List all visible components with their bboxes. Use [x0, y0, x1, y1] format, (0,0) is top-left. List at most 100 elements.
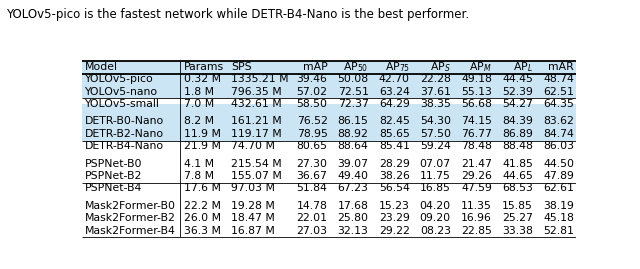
Text: 39.07: 39.07	[337, 159, 369, 169]
Text: 52.81: 52.81	[543, 225, 574, 236]
Text: AP$_S$: AP$_S$	[430, 60, 451, 74]
Text: 85.65: 85.65	[379, 129, 410, 139]
Text: 4.1 M: 4.1 M	[184, 159, 214, 169]
Text: 37.61: 37.61	[420, 87, 451, 97]
Text: 28.29: 28.29	[379, 159, 410, 169]
Text: Mask2Former-B4: Mask2Former-B4	[84, 225, 175, 236]
Text: 88.92: 88.92	[338, 129, 369, 139]
Text: 49.40: 49.40	[337, 171, 369, 181]
Text: 29.26: 29.26	[461, 171, 492, 181]
Text: 85.41: 85.41	[379, 141, 410, 151]
Text: 1335.21 M: 1335.21 M	[231, 74, 289, 84]
Text: 84.74: 84.74	[543, 129, 574, 139]
Text: 11.75: 11.75	[420, 171, 451, 181]
Text: 38.26: 38.26	[379, 171, 410, 181]
Text: 39.46: 39.46	[296, 74, 328, 84]
Text: 68.53: 68.53	[502, 183, 533, 193]
Text: 47.89: 47.89	[543, 171, 574, 181]
Text: 78.95: 78.95	[296, 129, 328, 139]
Text: 45.18: 45.18	[543, 213, 574, 223]
Text: 64.35: 64.35	[543, 99, 574, 109]
Bar	[83, 61, 575, 74]
Text: 76.52: 76.52	[296, 116, 328, 126]
Text: 1.8 M: 1.8 M	[184, 87, 214, 97]
Text: 155.07 M: 155.07 M	[231, 171, 282, 181]
Text: 97.03 M: 97.03 M	[231, 183, 275, 193]
Text: 83.62: 83.62	[543, 116, 574, 126]
Text: AP$_M$: AP$_M$	[469, 60, 492, 74]
Text: 49.18: 49.18	[461, 74, 492, 84]
Text: 44.45: 44.45	[502, 74, 533, 84]
Text: 18.47 M: 18.47 M	[231, 213, 275, 223]
Text: 32.13: 32.13	[338, 225, 369, 236]
Text: 23.29: 23.29	[379, 213, 410, 223]
Text: 74.70 M: 74.70 M	[231, 141, 275, 151]
Text: 50.08: 50.08	[337, 74, 369, 84]
Text: 67.23: 67.23	[338, 183, 369, 193]
Text: 44.50: 44.50	[543, 159, 574, 169]
Text: 64.29: 64.29	[379, 99, 410, 109]
Text: 22.28: 22.28	[420, 74, 451, 84]
Text: 25.27: 25.27	[502, 213, 533, 223]
Text: 15.23: 15.23	[379, 201, 410, 211]
Text: YOLOv5-small: YOLOv5-small	[84, 99, 159, 109]
Text: 16.85: 16.85	[420, 183, 451, 193]
Text: 27.30: 27.30	[296, 159, 328, 169]
Text: 22.85: 22.85	[461, 225, 492, 236]
Text: mAP: mAP	[303, 62, 328, 72]
Text: 86.15: 86.15	[338, 116, 369, 126]
Text: mAR: mAR	[548, 62, 574, 72]
Text: 27.03: 27.03	[296, 225, 328, 236]
Text: 56.68: 56.68	[461, 99, 492, 109]
Text: 72.37: 72.37	[338, 99, 369, 109]
Text: 8.2 M: 8.2 M	[184, 116, 214, 126]
Text: 25.80: 25.80	[337, 213, 369, 223]
Text: 19.28 M: 19.28 M	[231, 201, 275, 211]
Text: 86.89: 86.89	[502, 129, 533, 139]
Text: 29.22: 29.22	[379, 225, 410, 236]
Text: 42.70: 42.70	[379, 74, 410, 84]
Text: 33.38: 33.38	[502, 225, 533, 236]
Text: AP$_{50}$: AP$_{50}$	[343, 60, 369, 74]
Text: 07.07: 07.07	[420, 159, 451, 169]
Text: 62.61: 62.61	[543, 183, 574, 193]
Text: 47.59: 47.59	[461, 183, 492, 193]
Text: 62.51: 62.51	[543, 87, 574, 97]
Text: SPS: SPS	[231, 62, 252, 72]
Text: 88.48: 88.48	[502, 141, 533, 151]
Text: 54.30: 54.30	[420, 116, 451, 126]
Bar	[83, 104, 575, 116]
Text: 26.0 M: 26.0 M	[184, 213, 221, 223]
Bar	[83, 128, 575, 140]
Text: 51.84: 51.84	[296, 183, 328, 193]
Text: Mask2Former-B2: Mask2Former-B2	[84, 213, 175, 223]
Text: 57.02: 57.02	[296, 87, 328, 97]
Text: Mask2Former-B0: Mask2Former-B0	[84, 201, 175, 211]
Text: 119.17 M: 119.17 M	[231, 129, 282, 139]
Text: 22.2 M: 22.2 M	[184, 201, 221, 211]
Text: 7.8 M: 7.8 M	[184, 171, 214, 181]
Text: 08.23: 08.23	[420, 225, 451, 236]
Text: 161.21 M: 161.21 M	[231, 116, 282, 126]
Text: 48.74: 48.74	[543, 74, 574, 84]
Text: Model: Model	[84, 62, 118, 72]
Text: 44.65: 44.65	[502, 171, 533, 181]
Text: 86.03: 86.03	[543, 141, 574, 151]
Text: Params: Params	[184, 62, 225, 72]
Text: 54.27: 54.27	[502, 99, 533, 109]
Text: 796.35 M: 796.35 M	[231, 87, 282, 97]
Text: YOLOv5-nano: YOLOv5-nano	[84, 87, 157, 97]
Text: 36.3 M: 36.3 M	[184, 225, 221, 236]
Text: 22.01: 22.01	[296, 213, 328, 223]
Text: 88.64: 88.64	[338, 141, 369, 151]
Text: DETR-B0-Nano: DETR-B0-Nano	[84, 116, 164, 126]
Text: 57.50: 57.50	[420, 129, 451, 139]
Text: 84.39: 84.39	[502, 116, 533, 126]
Text: 72.51: 72.51	[338, 87, 369, 97]
Text: 17.68: 17.68	[338, 201, 369, 211]
Text: 04.20: 04.20	[420, 201, 451, 211]
Text: DETR-B2-Nano: DETR-B2-Nano	[84, 129, 164, 139]
Text: 11.35: 11.35	[461, 201, 492, 211]
Text: 55.13: 55.13	[461, 87, 492, 97]
Text: 16.96: 16.96	[461, 213, 492, 223]
